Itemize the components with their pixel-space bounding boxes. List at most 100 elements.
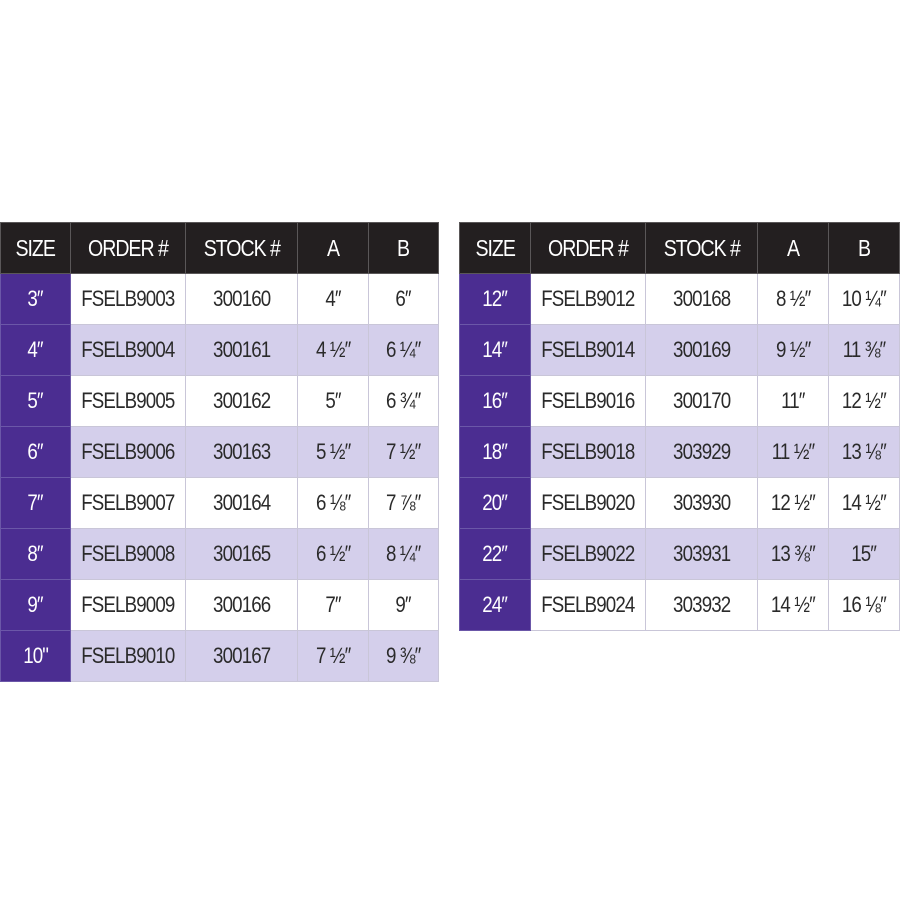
cell-value: 4 ½″	[315, 337, 351, 362]
cell-size: 16″	[459, 375, 531, 427]
cell-value: 9″	[27, 592, 44, 617]
cell-size: 12″	[459, 273, 531, 325]
cell-value: 5 ½″	[315, 439, 351, 464]
table-row: 4″ FSELB9004 300161 4 ½″ 6 ¼″	[0, 324, 439, 376]
header-dimension-b: B	[828, 222, 900, 274]
cell-value: 16″	[482, 388, 509, 413]
cell-value: 300170	[672, 388, 731, 413]
cell-value: 10 ¼″	[842, 286, 887, 311]
cell-dimension-a: 9 ½″	[757, 324, 829, 376]
cell-size: 24″	[459, 579, 531, 631]
cell-stock-number: 300170	[645, 375, 758, 427]
header-dimension-b: B	[368, 222, 439, 274]
cell-value: 11 ⅜″	[842, 337, 886, 362]
cell-value: 12 ½″	[771, 490, 816, 515]
cell-dimension-b: 14 ½″	[828, 477, 900, 529]
cell-value: 6 ⅛″	[315, 490, 351, 515]
cell-value: FSELB9006	[81, 439, 175, 464]
header-label: B	[857, 234, 871, 261]
cell-value: 22″	[482, 541, 509, 566]
table-row: 16″ FSELB9016 300170 11″ 12 ½″	[459, 375, 900, 427]
cell-stock-number: 300164	[185, 477, 298, 529]
cell-value: 14 ½″	[771, 592, 816, 617]
cell-stock-number: 303932	[645, 579, 758, 631]
cell-value: 12 ½″	[842, 388, 887, 413]
cell-value: FSELB9024	[541, 592, 635, 617]
table-row: 5″ FSELB9005 300162 5″ 6 ¾″	[0, 375, 439, 427]
cell-order-number: FSELB9010	[70, 630, 186, 682]
cell-stock-number: 300167	[185, 630, 298, 682]
cell-size: 18″	[459, 426, 531, 478]
cell-value: 11 ½″	[771, 439, 815, 464]
cell-value: FSELB9016	[541, 388, 635, 413]
cell-order-number: FSELB9012	[530, 273, 646, 325]
table-row: 22″ FSELB9022 303931 13 ⅜″ 15″	[459, 528, 900, 580]
cell-stock-number: 300161	[185, 324, 298, 376]
cell-dimension-a: 4 ½″	[297, 324, 369, 376]
cell-value: 303931	[672, 541, 731, 566]
cell-order-number: FSELB9005	[70, 375, 186, 427]
header-label: STOCK #	[663, 234, 740, 261]
header-label: ORDER #	[548, 234, 629, 261]
table-row: 14″ FSELB9014 300169 9 ½″ 11 ⅜″	[459, 324, 900, 376]
cell-stock-number: 300168	[645, 273, 758, 325]
cell-value: 300163	[212, 439, 271, 464]
cell-dimension-b: 10 ¼″	[828, 273, 900, 325]
cell-order-number: FSELB9004	[70, 324, 186, 376]
cell-value: 13 ⅜″	[771, 541, 816, 566]
cell-size: 8″	[0, 528, 71, 580]
cell-dimension-b: 6 ¾″	[368, 375, 439, 427]
cell-value: FSELB9007	[81, 490, 175, 515]
cell-value: 18″	[482, 439, 509, 464]
cell-size: 5″	[0, 375, 71, 427]
cell-stock-number: 300163	[185, 426, 298, 478]
cell-dimension-a: 5 ½″	[297, 426, 369, 478]
cell-value: 7″	[27, 490, 44, 515]
cell-dimension-a: 7 ½″	[297, 630, 369, 682]
header-label: SIZE	[15, 234, 56, 261]
cell-value: 6 ¼″	[386, 337, 421, 362]
cell-value: 7 ⅞″	[386, 490, 421, 515]
cell-value: 300169	[672, 337, 731, 362]
cell-size: 20″	[459, 477, 531, 529]
cell-value: 6″	[27, 439, 44, 464]
cell-value: FSELB9018	[541, 439, 635, 464]
cell-value: 303929	[672, 439, 731, 464]
cell-value: 5″	[325, 388, 341, 413]
cell-dimension-a: 4″	[297, 273, 369, 325]
cell-dimension-b: 6″	[368, 273, 439, 325]
cell-dimension-a: 8 ½″	[757, 273, 829, 325]
cell-value: 13 ⅛″	[842, 439, 887, 464]
cell-size: 14″	[459, 324, 531, 376]
cell-value: 4″	[325, 286, 341, 311]
table-row: 3″ FSELB9003 300160 4″ 6″	[0, 273, 439, 325]
cell-dimension-b: 16 ⅛″	[828, 579, 900, 631]
cell-value: 7 ½″	[386, 439, 421, 464]
cell-value: FSELB9009	[81, 592, 175, 617]
cell-size: 7″	[0, 477, 71, 529]
cell-dimension-a: 12 ½″	[757, 477, 829, 529]
header-label: A	[326, 234, 340, 261]
cell-stock-number: 303931	[645, 528, 758, 580]
cell-value: FSELB9020	[541, 490, 635, 515]
size-table-left: SIZE ORDER # STOCK # A B 3″ FSELB9003 300160 4″ 6…	[0, 222, 439, 682]
cell-stock-number: 300169	[645, 324, 758, 376]
cell-dimension-a: 7″	[297, 579, 369, 631]
cell-dimension-b: 12 ½″	[828, 375, 900, 427]
cell-value: 300160	[212, 286, 271, 311]
cell-size: 9″	[0, 579, 71, 631]
cell-value: 5″	[27, 388, 44, 413]
cell-order-number: FSELB9006	[70, 426, 186, 478]
cell-order-number: FSELB9016	[530, 375, 646, 427]
cell-value: 12″	[482, 286, 509, 311]
table-row: 18″ FSELB9018 303929 11 ½″ 13 ⅛″	[459, 426, 900, 478]
cell-stock-number: 303929	[645, 426, 758, 478]
cell-stock-number: 300162	[185, 375, 298, 427]
cell-dimension-b: 15″	[828, 528, 900, 580]
table-row: 7″ FSELB9007 300164 6 ⅛″ 7 ⅞″	[0, 477, 439, 529]
cell-order-number: FSELB9024	[530, 579, 646, 631]
cell-value: 6″	[395, 286, 412, 311]
cell-value: 24″	[482, 592, 509, 617]
cell-value: 9 ⅜″	[386, 643, 421, 668]
cell-value: FSELB9012	[541, 286, 635, 311]
